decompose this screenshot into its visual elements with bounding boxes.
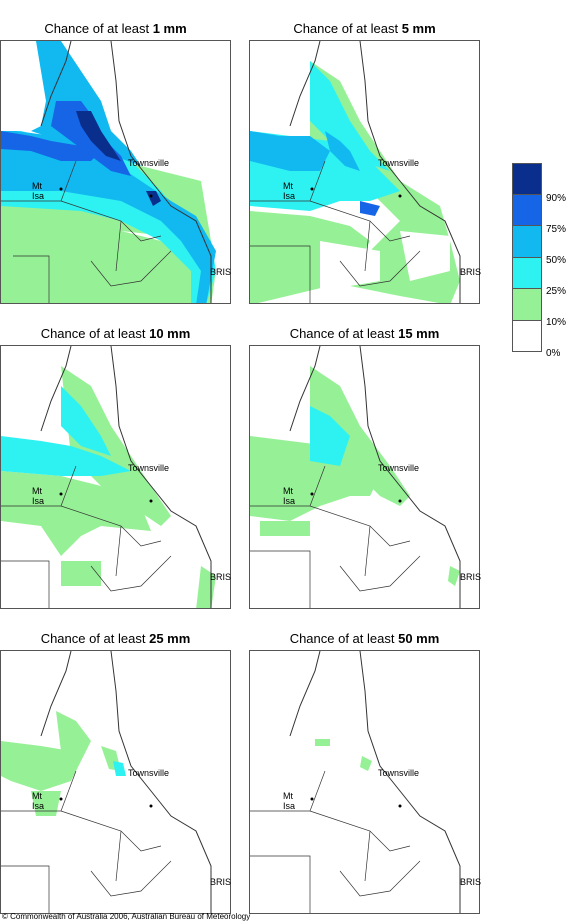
- title-amount: 25 mm: [149, 631, 191, 646]
- label-bris: BRIS: [460, 572, 482, 582]
- panel-title: Chance of at least 5 mm: [249, 21, 480, 36]
- label-townsville: Townsville: [378, 768, 420, 778]
- title-prefix: Chance of at least: [289, 631, 399, 646]
- rain-map-50mm[interactable]: [249, 650, 480, 914]
- label-mt-isa: Mt Isa: [283, 181, 296, 201]
- legend-label: 10%: [546, 317, 567, 328]
- legend-swatch: [512, 257, 542, 289]
- title-prefix: Chance of at least: [40, 326, 150, 341]
- title-prefix: Chance of at least: [44, 21, 153, 36]
- label-bris: BRIS: [210, 267, 232, 277]
- title-amount: 5 mm: [401, 21, 436, 36]
- label-mt-isa: Mt Isa: [32, 486, 45, 506]
- legend-swatch: [512, 194, 542, 226]
- panel-title: Chance of at least 25 mm: [0, 631, 231, 646]
- title-amount: 50 mm: [398, 631, 440, 646]
- label-mt-isa: Mt Isa: [283, 486, 296, 506]
- label-bris: BRIS: [210, 877, 232, 887]
- title-amount: 15 mm: [398, 326, 440, 341]
- label-mt-isa: Mt Isa: [283, 791, 296, 811]
- legend-label: 90%: [546, 193, 567, 204]
- label-mt-isa: Mt Isa: [32, 181, 45, 201]
- rain-map-5mm[interactable]: [249, 40, 480, 304]
- rain-map-10mm[interactable]: [0, 345, 231, 609]
- label-townsville: Townsville: [378, 158, 420, 168]
- label-townsville: Townsville: [128, 158, 170, 168]
- label-townsville: Townsville: [378, 463, 420, 473]
- legend-label: 50%: [546, 255, 567, 266]
- legend-swatch: [512, 320, 542, 352]
- legend-swatch: [512, 163, 542, 195]
- label-bris: BRIS: [210, 572, 232, 582]
- title-amount: 10 mm: [149, 326, 191, 341]
- panel-title: Chance of at least 1 mm: [0, 21, 231, 36]
- panel-title: Chance of at least 10 mm: [0, 326, 231, 341]
- legend-label: 0%: [546, 348, 561, 359]
- legend-swatch: [512, 226, 542, 258]
- rain-map-25mm[interactable]: [0, 650, 231, 914]
- label-bris: BRIS: [460, 877, 482, 887]
- label-townsville: Townsville: [128, 463, 170, 473]
- title-prefix: Chance of at least: [289, 326, 399, 341]
- title-prefix: Chance of at least: [293, 21, 402, 36]
- label-mt-isa: Mt Isa: [32, 791, 45, 811]
- legend-label: 25%: [546, 286, 567, 297]
- rain-map-15mm[interactable]: [249, 345, 480, 609]
- legend-swatch: [512, 289, 542, 321]
- label-townsville: Townsville: [128, 768, 170, 778]
- panel-title: Chance of at least 50 mm: [249, 631, 480, 646]
- probability-legend: [512, 163, 542, 352]
- rain-map-1mm[interactable]: [0, 40, 231, 304]
- label-bris: BRIS: [460, 267, 482, 277]
- title-amount: 1 mm: [152, 21, 187, 36]
- copyright-footer: © Commonwealth of Australia 2006, Austra…: [2, 912, 251, 921]
- panel-title: Chance of at least 15 mm: [249, 326, 480, 341]
- title-prefix: Chance of at least: [40, 631, 150, 646]
- legend-label: 75%: [546, 224, 567, 235]
